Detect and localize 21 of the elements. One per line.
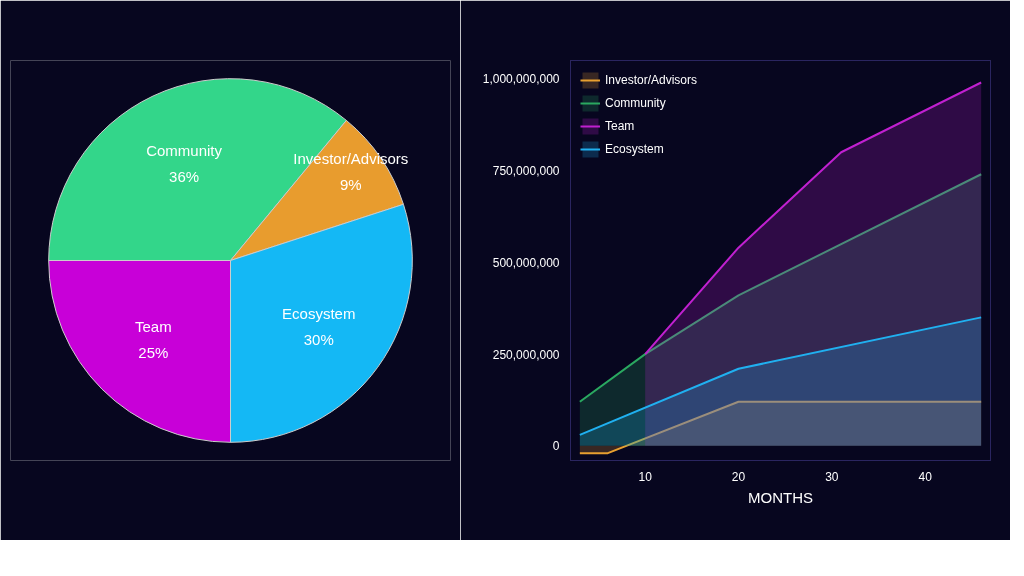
x-axis-title: MONTHS <box>748 488 813 506</box>
data-label: 36% <box>169 167 200 185</box>
y-tick-label: 1,000,000,000 <box>482 72 560 87</box>
legend-label: Ecosystem <box>605 142 664 156</box>
slice-label: Community <box>146 142 223 160</box>
x-tick-label: 40 <box>918 469 933 484</box>
x-tick-label: 30 <box>825 469 839 484</box>
legend-label: Community <box>605 96 666 110</box>
x-tick-label: 10 <box>638 469 653 484</box>
y-tick-label: 500,000,000 <box>492 255 560 270</box>
data-label: 9% <box>339 175 362 193</box>
x-tick-label: 20 <box>731 469 746 484</box>
data-label: 30% <box>303 330 334 348</box>
y-tick-label: 250,000,000 <box>492 347 560 362</box>
legend-label: Investor/Advisors <box>605 73 698 87</box>
slice-label: Team <box>135 318 172 336</box>
data-label: 25% <box>138 343 169 361</box>
legend-label: Team <box>605 119 635 133</box>
y-tick-label: 750,000,000 <box>492 164 560 179</box>
y-tick-label: 0 <box>552 439 560 454</box>
slice-label: Ecosystem <box>282 305 356 323</box>
